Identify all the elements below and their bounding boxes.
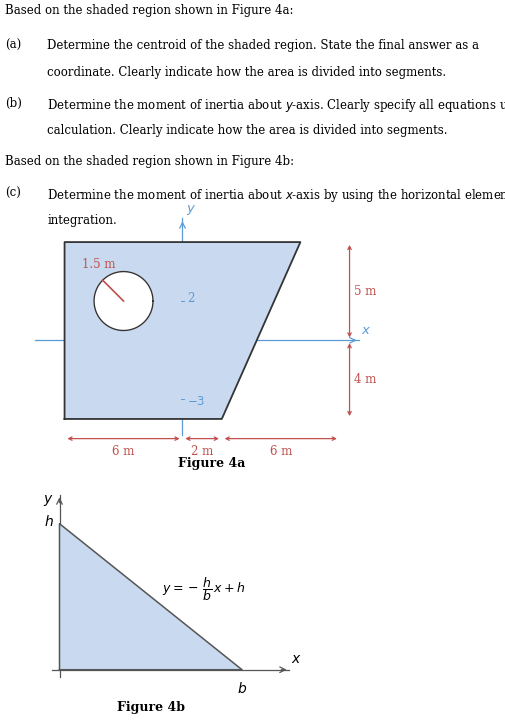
Text: $x$: $x$ [291, 652, 302, 666]
Text: (b): (b) [5, 97, 22, 110]
Polygon shape [65, 242, 300, 419]
Text: Based on the shaded region shown in Figure 4a:: Based on the shaded region shown in Figu… [5, 4, 293, 17]
Text: $x$: $x$ [362, 324, 372, 337]
Text: $y = -\,\dfrac{h}{b}\,x + h$: $y = -\,\dfrac{h}{b}\,x + h$ [162, 575, 245, 603]
Text: $y$: $y$ [43, 492, 54, 508]
Text: 2: 2 [187, 291, 194, 304]
Text: 4 m: 4 m [355, 373, 377, 386]
Text: Determine the moment of inertia about $y$-axis. Clearly specify all equations us: Determine the moment of inertia about $y… [47, 97, 505, 114]
Text: integration.: integration. [47, 214, 117, 227]
Text: Figure 4a: Figure 4a [178, 457, 245, 470]
Text: Determine the centroid of the shaded region. State the final answer as a: Determine the centroid of the shaded reg… [47, 39, 479, 52]
Text: (c): (c) [5, 187, 21, 200]
Text: 6 m: 6 m [112, 446, 135, 459]
Text: 5 m: 5 m [355, 285, 377, 298]
Text: $b$: $b$ [237, 681, 247, 696]
Text: (a): (a) [5, 39, 21, 52]
Text: $-3$: $-3$ [187, 395, 205, 408]
Text: 2 m: 2 m [191, 446, 213, 459]
Polygon shape [94, 272, 153, 330]
Text: $h$: $h$ [44, 514, 54, 529]
Text: 6 m: 6 m [270, 446, 292, 459]
Text: calculation. Clearly indicate how the area is divided into segments.: calculation. Clearly indicate how the ar… [47, 124, 447, 137]
Polygon shape [60, 523, 242, 670]
Text: coordinate. Clearly indicate how the area is divided into segments.: coordinate. Clearly indicate how the are… [47, 66, 446, 79]
Text: 1.5 m: 1.5 m [82, 258, 116, 271]
Text: $y$: $y$ [186, 203, 196, 216]
Text: Determine the moment of inertia about $x$-axis by using the horizontal element f: Determine the moment of inertia about $x… [47, 187, 505, 203]
Text: Based on the shaded region shown in Figure 4b:: Based on the shaded region shown in Figu… [5, 156, 294, 169]
Text: Figure 4b: Figure 4b [117, 701, 185, 714]
